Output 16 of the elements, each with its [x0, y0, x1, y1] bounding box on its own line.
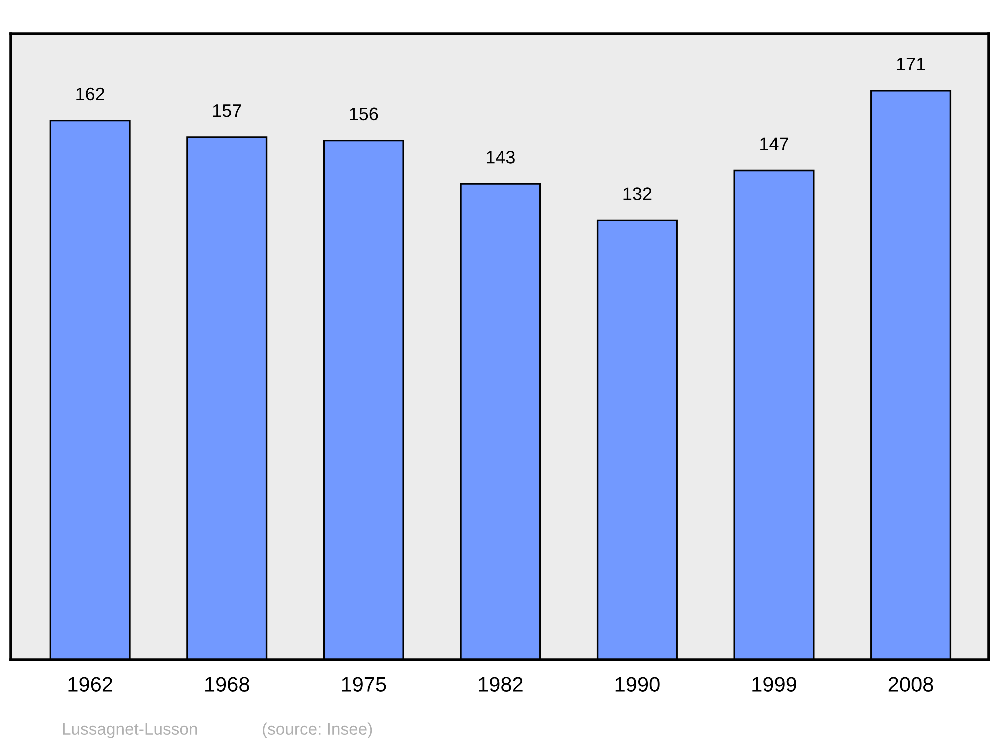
text: Lussagnet-Lusson [63, 723, 198, 738]
x-tick-label: 1990 [616, 677, 660, 692]
data-label: 147 [760, 138, 788, 150]
x-tick-label: 1999 [752, 677, 796, 692]
data-label: 156 [350, 108, 378, 121]
x-tick-label: 2008 [888, 677, 934, 692]
x-tick-label: 1975 [342, 677, 386, 692]
data-label: 132 [624, 188, 652, 200]
x-tick-label: 1982 [479, 677, 523, 692]
data-label: 162 [76, 88, 104, 101]
data-label: 143 [487, 151, 515, 164]
x-tick-label: 1968 [206, 677, 250, 692]
text: (source: Insee) [263, 722, 372, 738]
data-label: 171 [897, 58, 926, 70]
x-tick-label: 1962 [68, 677, 112, 692]
data-label: 157 [213, 104, 242, 118]
